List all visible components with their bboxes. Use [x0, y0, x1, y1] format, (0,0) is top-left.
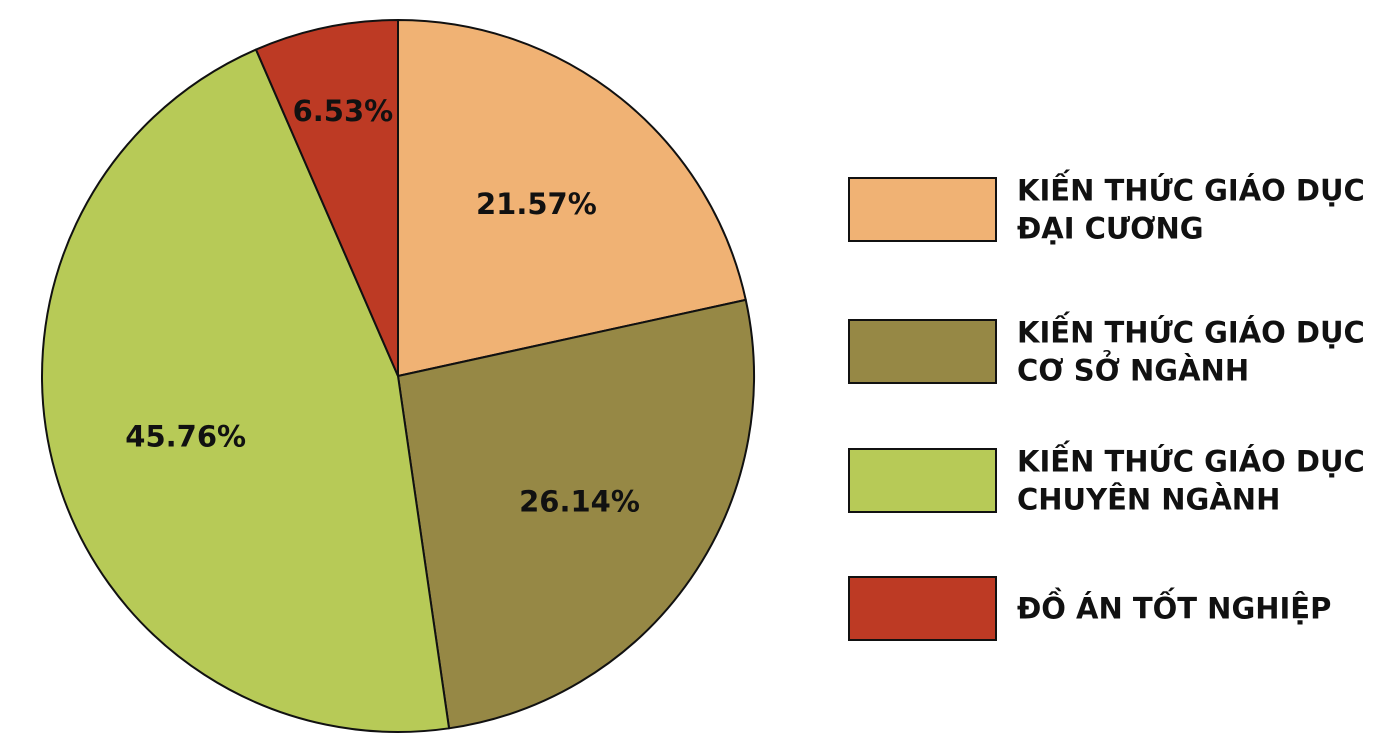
legend-label-4-line-1: ĐỒ ÁN TỐT NGHIỆP — [1017, 588, 1331, 626]
legend: KIẾN THỨC GIÁO DỤC ĐẠI CƯƠNG KIẾN THỨC GIÁ… — [848, 171, 1365, 641]
data-label-2: 26.14% — [519, 485, 640, 519]
legend-label-3-line-1: KIẾN THỨC GIÁO DỤC — [1017, 442, 1365, 479]
pie-slice-4 — [255, 19, 399, 377]
legend-label-2-line-1: KIẾN THỨC GIÁO DỤC — [1017, 313, 1365, 350]
data-label-3: 45.76% — [125, 419, 246, 453]
legend-swatch-3 — [848, 448, 997, 513]
pie-slice-1 — [397, 19, 747, 377]
pie-slice-3 — [41, 48, 451, 733]
data-label-4: 6.53% — [293, 94, 394, 128]
data-label-1: 21.57% — [476, 187, 597, 221]
legend-label-3-line-2: CHUYÊN NGÀNH — [1017, 483, 1280, 517]
legend-swatch-2 — [848, 319, 997, 384]
pie-data-labels: 21.57% 26.14% 45.76% 6.53% — [125, 94, 640, 519]
pie-slice-2 — [397, 298, 755, 730]
legend-label-2-line-2: CƠ SỞ NGÀNH — [1017, 350, 1249, 388]
legend-label-1-line-2: ĐẠI CƯƠNG — [1017, 212, 1204, 246]
legend-label-1-line-1: KIẾN THỨC GIÁO DỤC — [1017, 171, 1365, 208]
legend-swatch-4 — [848, 576, 997, 641]
legend-swatch-1 — [848, 177, 997, 242]
pie-slices — [41, 19, 755, 733]
